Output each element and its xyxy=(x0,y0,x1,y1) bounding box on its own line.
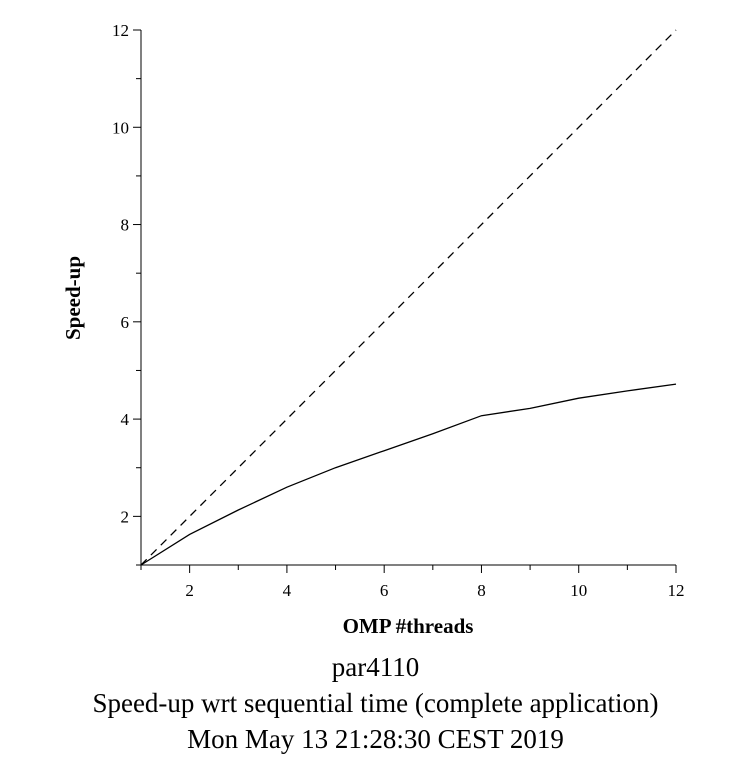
measured-speedup-line xyxy=(140,383,677,566)
ideal-speedup-line xyxy=(140,29,677,566)
y-tick-label: 6 xyxy=(121,313,130,332)
y-tick-label: 12 xyxy=(112,21,129,40)
x-tick-label: 2 xyxy=(185,581,194,600)
x-tick-label: 12 xyxy=(668,581,685,600)
x-tick-label: 6 xyxy=(380,581,389,600)
x-axis-title: OMP #threads xyxy=(343,614,474,638)
y-tick-label: 10 xyxy=(112,118,129,137)
y-tick-label: 4 xyxy=(121,410,130,429)
caption-subtitle: Speed-up wrt sequential time (complete a… xyxy=(92,688,659,718)
y-tick-label: 2 xyxy=(121,507,130,526)
x-tick-label: 10 xyxy=(570,581,587,600)
speedup-chart: 2 4 6 8 10 12 2 4 6 8 10 12 OMP #threads Speed-up xyxy=(61,21,685,638)
x-tick-label: 8 xyxy=(477,581,486,600)
caption-title: par4110 xyxy=(331,652,420,682)
y-tick-label: 8 xyxy=(121,216,130,235)
caption-timestamp: Mon May 13 21:28:30 CEST 2019 xyxy=(187,724,564,754)
axes: 2 4 6 8 10 12 2 4 6 8 10 12 xyxy=(112,21,685,600)
y-axis-title: Speed-up xyxy=(61,256,85,340)
series-layer xyxy=(140,29,677,566)
x-tick-label: 4 xyxy=(283,581,292,600)
